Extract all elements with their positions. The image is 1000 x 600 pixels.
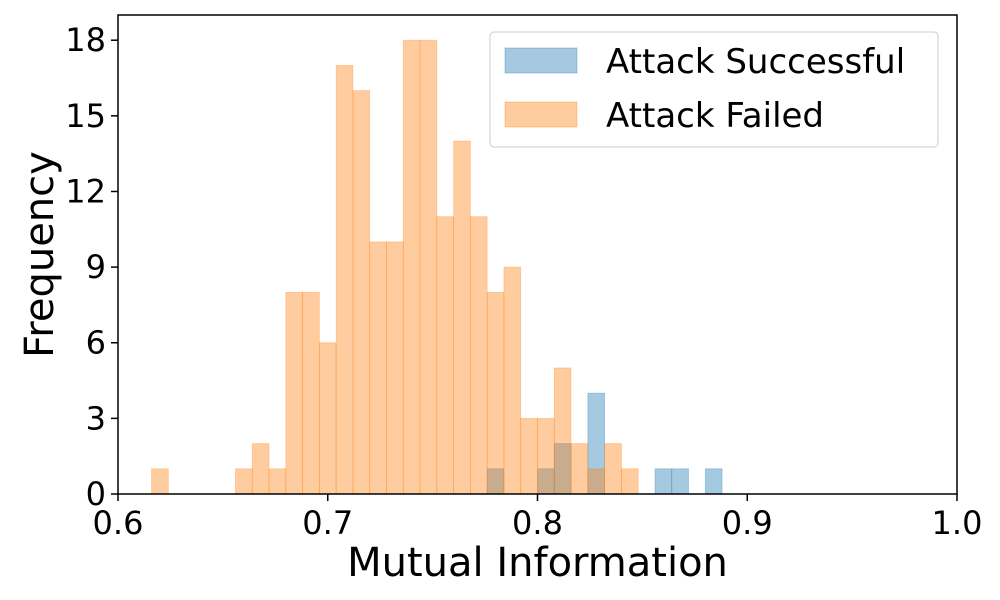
bar-attack-failed bbox=[621, 468, 639, 495]
bar-attack-failed bbox=[587, 468, 606, 495]
y-tick-label: 0 bbox=[86, 475, 106, 513]
bar-attack-failed bbox=[503, 266, 522, 495]
bar-attack-failed bbox=[453, 140, 471, 495]
bar-attack-failed bbox=[268, 468, 287, 495]
bar-attack-failed bbox=[235, 468, 253, 495]
bar-attack-failed bbox=[285, 291, 303, 495]
bar-attack-failed bbox=[604, 443, 622, 495]
x-axis-title: Mutual Information bbox=[347, 540, 728, 586]
bar-attack-failed bbox=[352, 90, 371, 495]
bar-attack-successful bbox=[671, 468, 689, 495]
x-tick-label: 0.9 bbox=[722, 504, 773, 542]
legend-label-attack-successful: Attack Successful bbox=[606, 42, 905, 82]
legend-label-attack-failed: Attack Failed bbox=[606, 96, 824, 136]
bar-attack-failed bbox=[251, 443, 270, 495]
y-tick-label: 3 bbox=[86, 399, 106, 437]
y-tick-label: 9 bbox=[86, 248, 106, 286]
bar-attack-failed bbox=[369, 241, 387, 495]
legend-box bbox=[489, 31, 939, 148]
bar-attack-failed bbox=[402, 39, 421, 495]
bar-attack-failed bbox=[553, 367, 572, 495]
y-tick-label: 6 bbox=[86, 324, 106, 362]
bar-attack-failed bbox=[302, 291, 320, 495]
bar-attack-failed bbox=[486, 291, 505, 495]
bar-attack-failed bbox=[386, 241, 404, 495]
legend: Attack Successful Attack Failed bbox=[489, 31, 939, 148]
legend-swatch-attack-successful bbox=[504, 47, 578, 74]
y-tick-label: 15 bbox=[65, 97, 106, 135]
bar-attack-failed bbox=[537, 417, 555, 495]
legend-swatch-attack-failed bbox=[504, 101, 578, 128]
bar-attack-failed bbox=[520, 417, 538, 495]
bar-attack-failed bbox=[436, 216, 455, 495]
bar-attack-successful bbox=[654, 468, 673, 495]
bar-attack-failed bbox=[318, 342, 337, 495]
y-axis: 0 3 6 9 12 15 18 bbox=[65, 21, 118, 513]
x-axis: 0.6 0.7 0.8 0.9 1.0 bbox=[93, 494, 983, 542]
x-tick-label: 0.8 bbox=[512, 504, 563, 542]
bars-layer bbox=[151, 39, 723, 495]
bar-attack-failed bbox=[151, 468, 169, 495]
x-tick-label: 0.6 bbox=[93, 504, 144, 542]
bar-attack-failed bbox=[419, 39, 438, 495]
x-tick-label: 1.0 bbox=[932, 504, 983, 542]
bar-attack-failed bbox=[469, 216, 488, 495]
bar-attack-failed bbox=[570, 443, 589, 495]
y-axis-title: Frequency bbox=[17, 151, 63, 358]
y-tick-label: 18 bbox=[65, 21, 106, 59]
x-tick-label: 0.7 bbox=[302, 504, 353, 542]
bar-attack-failed bbox=[335, 65, 354, 495]
y-tick-label: 12 bbox=[65, 172, 106, 210]
bar-attack-successful bbox=[704, 468, 723, 495]
